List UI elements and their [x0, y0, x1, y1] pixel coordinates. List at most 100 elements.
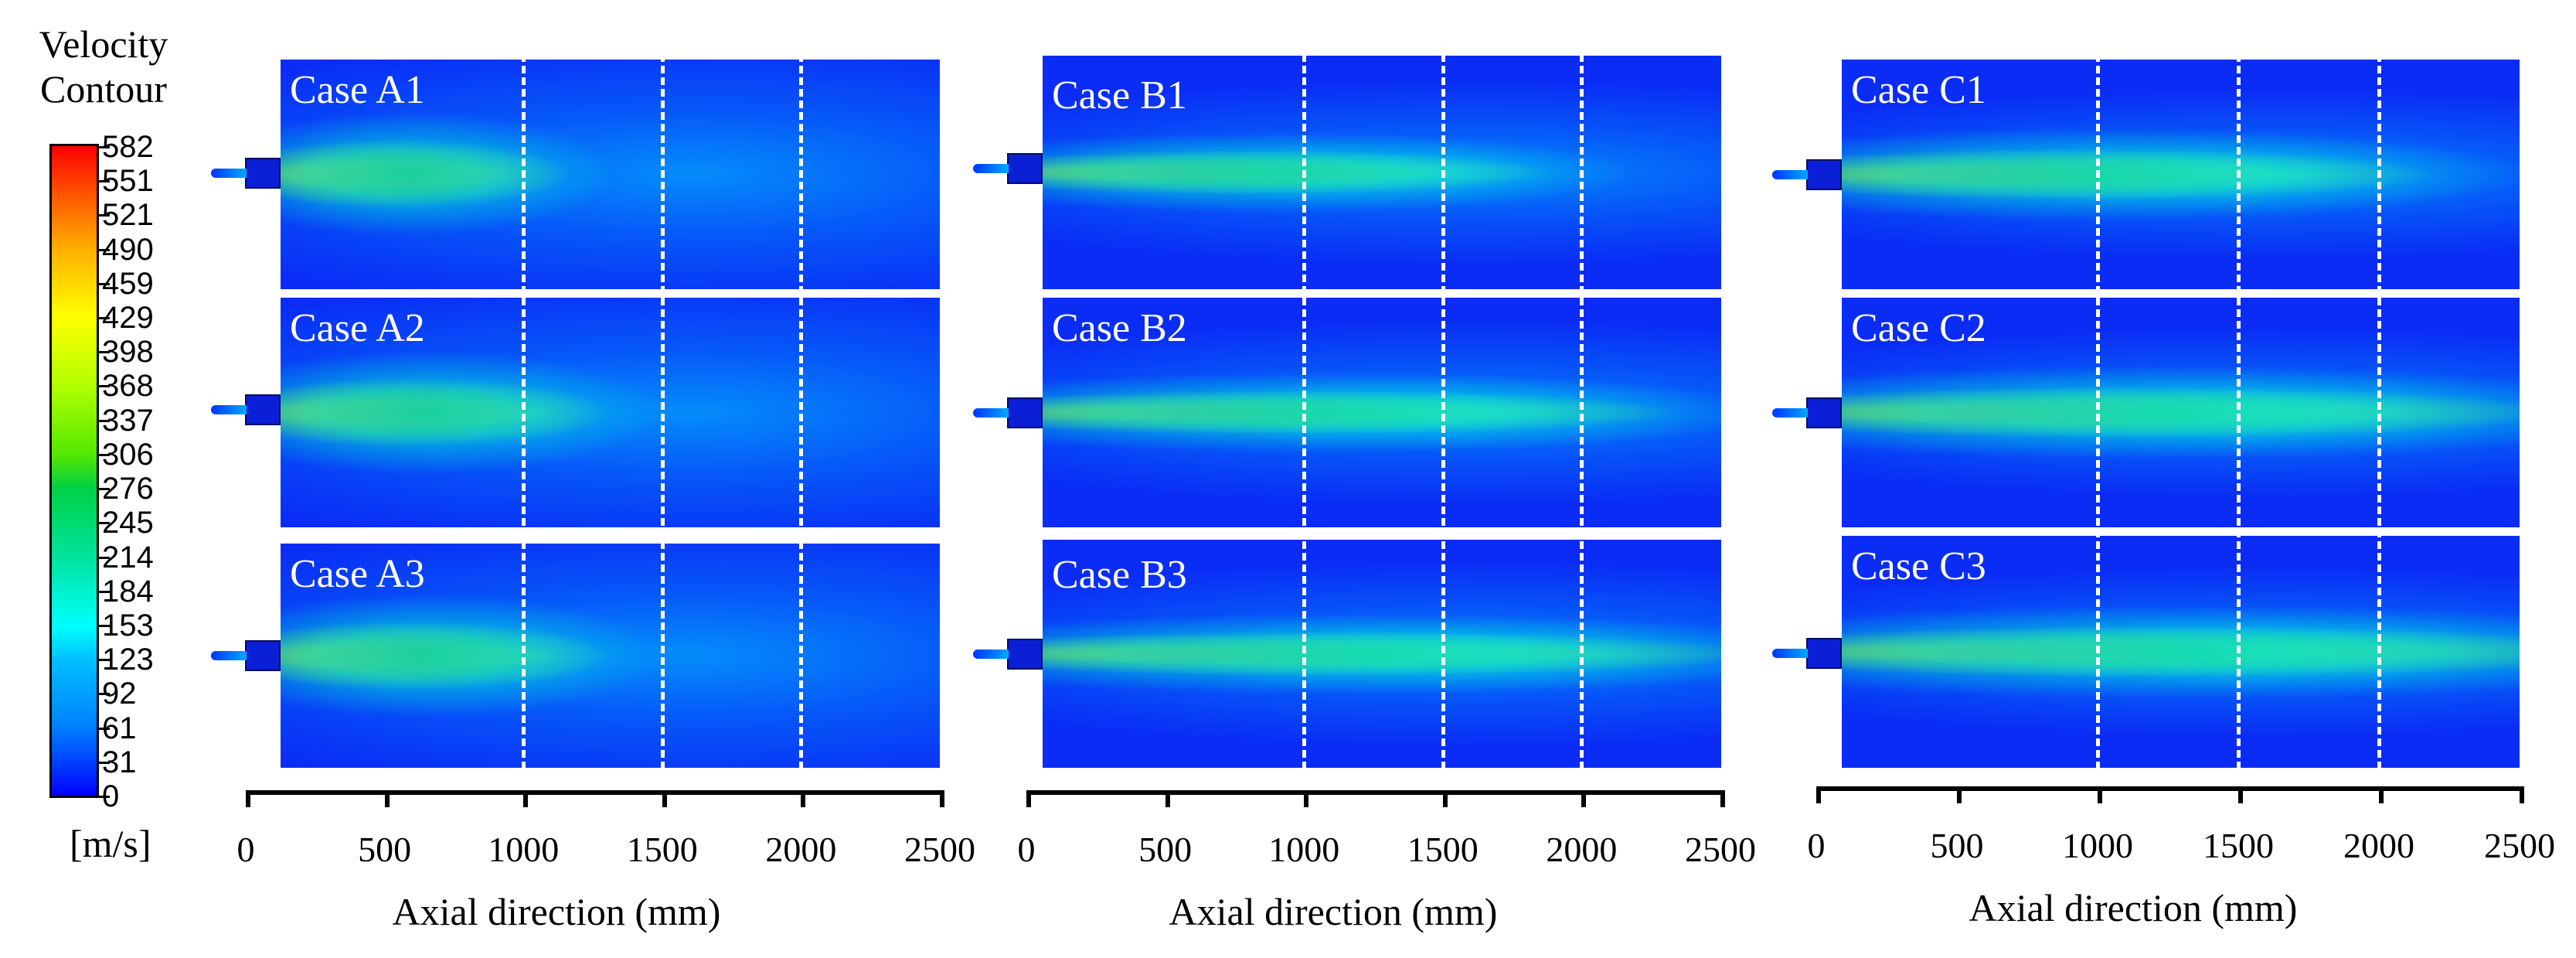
case-label: Case B1 [1052, 73, 1187, 118]
colorbar-tick [99, 180, 110, 183]
axis-tick-label: 500 [1930, 826, 1984, 865]
dashed-line [660, 31, 665, 769]
colorbar-title: Velocity Contour [0, 22, 207, 111]
case-label: Case A1 [290, 68, 425, 112]
nozzle-tip [973, 164, 1009, 173]
colorbar-label: 31 [102, 745, 137, 779]
axis-tick-label: 1000 [488, 830, 560, 869]
dashed-line [522, 31, 526, 769]
dashed-line [2096, 31, 2100, 769]
colorbar-tick [99, 214, 110, 217]
nozzle-block [1806, 397, 1842, 428]
axis-tick-label: 2500 [1685, 830, 1756, 869]
axis-title-c: Axial direction (mm) [1969, 886, 2298, 929]
velocity-field [1043, 540, 1721, 768]
axis-tick [1720, 790, 1725, 807]
colorbar-label: 551 [102, 164, 154, 199]
velocity-field [1043, 56, 1721, 289]
nozzle-block [1007, 639, 1043, 670]
axis-tick-label: 2000 [2343, 826, 2414, 865]
nozzle-tip [1772, 408, 1808, 418]
velocity-field [1842, 60, 2520, 289]
colorbar-tick [99, 351, 110, 354]
contour-row-c3: Case C3 [1842, 536, 2520, 768]
colorbar-tick [99, 590, 110, 593]
axis-tick [2238, 786, 2243, 803]
colorbar-tick [99, 624, 110, 627]
axis-tick-label: 500 [1138, 830, 1193, 869]
case-label: Case A2 [290, 306, 425, 350]
colorbar-tick [99, 453, 110, 456]
contour-row-b3: Case B3 [1043, 540, 1721, 768]
colorbar-label: 306 [102, 437, 154, 472]
nozzle-block [245, 394, 281, 425]
colorbar-tick [99, 146, 110, 148]
colorbar-gradient [49, 144, 99, 798]
colorbar-tick [99, 488, 110, 491]
case-label: Case C3 [1851, 544, 1986, 588]
colorbar-label: 123 [102, 643, 154, 677]
colorbar-label: 245 [102, 506, 154, 540]
colorbar-tick [99, 317, 110, 320]
dashed-line [799, 31, 804, 769]
axis-title-b: Axial direction (mm) [1169, 890, 1498, 933]
colorbar-unit: [m/s] [70, 822, 151, 865]
nozzle-tip [1772, 170, 1808, 179]
colorbar-label: 337 [102, 403, 154, 438]
nozzle-tip [973, 408, 1009, 418]
axis-tick [1816, 786, 1821, 803]
axis-tick-label: 1500 [2203, 826, 2274, 865]
colorbar-tick [99, 761, 110, 764]
axis-tick-label: 1000 [1268, 830, 1340, 869]
velocity-field [281, 544, 940, 768]
axis-tick-label: 2000 [1546, 830, 1618, 869]
colorbar-tick [99, 385, 110, 388]
nozzle-block [245, 640, 281, 671]
axis-tick [1304, 790, 1309, 807]
dashed-line [1302, 31, 1307, 769]
velocity-field [281, 298, 940, 527]
contour-row-a2: Case A2 [281, 298, 940, 527]
colorbar-title-line1: Velocity [39, 22, 168, 66]
velocity-field [1043, 298, 1721, 527]
nozzle-tip [211, 405, 247, 414]
nozzle-tip [1772, 649, 1808, 658]
axis-tick [2098, 786, 2102, 803]
nozzle-tip [211, 651, 247, 660]
colorbar-tick [99, 556, 110, 559]
colorbar-tick [99, 693, 110, 696]
contour-row-b2: Case B2 [1043, 298, 1721, 527]
dashed-line [1580, 31, 1584, 769]
nozzle-tip [211, 169, 247, 178]
colorbar-label: 429 [102, 301, 154, 336]
colorbar-tick [99, 796, 110, 798]
contour-row-a1: Case A1 [281, 60, 940, 289]
axis-line [1026, 790, 1724, 795]
axis-tick [940, 790, 944, 807]
dashed-line [2237, 31, 2241, 769]
colorbar-label: 368 [102, 369, 154, 404]
axis-tick-label: 2500 [2484, 826, 2555, 865]
velocity-field [1842, 536, 2520, 768]
axis-tick [1442, 790, 1448, 807]
axis-tick [801, 790, 806, 807]
colorbar-label: 92 [102, 677, 137, 711]
colorbar-label: 582 [102, 130, 154, 164]
dashed-line [1441, 31, 1445, 769]
case-label: Case B3 [1052, 553, 1187, 597]
nozzle-block [1806, 159, 1842, 190]
nozzle-block [245, 158, 281, 189]
contour-row-c1: Case C1 [1842, 60, 2520, 289]
colorbar-label: 459 [102, 266, 154, 301]
nozzle-block [1806, 638, 1842, 669]
nozzle-block [1007, 153, 1043, 184]
colorbar-tick [99, 419, 110, 422]
axis-tick-label: 0 [1017, 830, 1036, 869]
colorbar-label: 490 [102, 232, 154, 267]
axis-line [1816, 786, 2523, 791]
nozzle-block [1007, 397, 1043, 428]
axis-tick-label: 0 [237, 830, 255, 869]
axis-tick [2520, 786, 2524, 803]
colorbar-label: 398 [102, 335, 154, 370]
velocity-field [1842, 298, 2520, 527]
